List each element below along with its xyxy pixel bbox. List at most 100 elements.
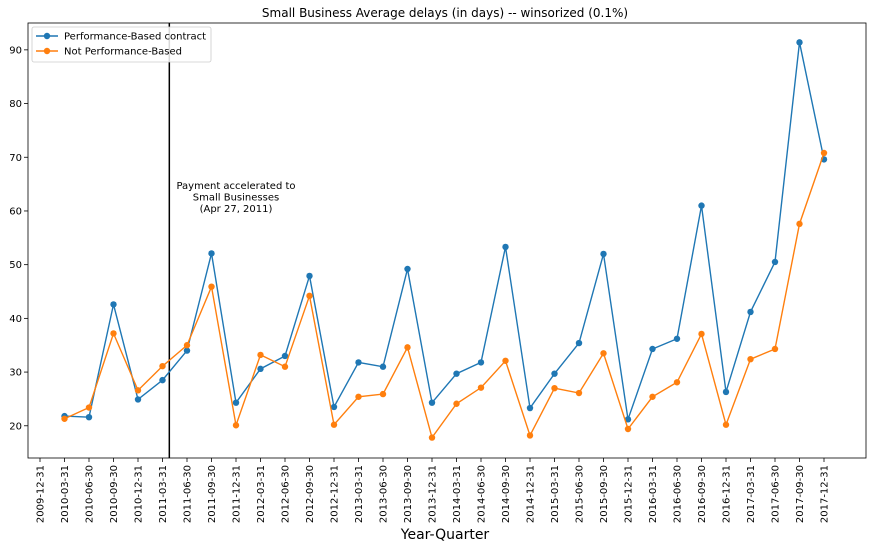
x-tick-label: 2017-09-30 (795, 465, 806, 523)
x-tick-label: 2017-12-31 (820, 465, 831, 523)
x-tick-label: 2015-12-31 (624, 465, 635, 523)
x-tick-label: 2014-03-31 (452, 465, 463, 523)
series-point (551, 370, 558, 377)
series-point (649, 393, 656, 400)
x-tick-label: 2017-06-30 (771, 465, 782, 523)
series-point (428, 399, 436, 406)
series-point (722, 421, 730, 428)
y-tick-label: 40 (9, 314, 22, 325)
x-tick-label: 2014-06-30 (477, 465, 488, 523)
y-tick-label: 70 (9, 153, 22, 164)
legend-box (31, 26, 212, 63)
y-tick-label: 90 (9, 45, 22, 56)
series-point (257, 365, 264, 373)
legend-label: Not Performance-Based (64, 47, 182, 58)
x-tick-label: 2017-03-31 (746, 465, 757, 523)
series-point (379, 363, 387, 370)
series-point (134, 387, 142, 394)
series-point (61, 415, 68, 422)
plot-area: 20 30 40 50 60 70 80 90 2009-12-31 2010-03-31 2010… (9, 22, 867, 523)
series-point (477, 384, 485, 391)
series-point (624, 425, 632, 433)
x-tick-label: 2013-12-31 (428, 465, 439, 523)
series-point (110, 330, 117, 337)
x-tick-label: 2016-06-30 (673, 465, 684, 523)
series-point (747, 355, 754, 363)
series-point (796, 220, 803, 228)
x-tick-label: 2013-06-30 (379, 465, 390, 523)
series-point (208, 283, 215, 290)
series-point (85, 404, 93, 411)
series-point (355, 393, 362, 400)
series-point (502, 357, 509, 364)
x-tick-label: 2011-06-30 (183, 465, 194, 523)
series-point (159, 376, 166, 384)
x-tick-label: 2012-03-31 (256, 465, 267, 523)
chart-title: Small Business Average delays (in days) … (262, 6, 628, 20)
annotation-line: Payment accelerated to (176, 181, 295, 192)
series-point (355, 359, 362, 366)
y-tick-label: 80 (9, 99, 22, 110)
series-point (281, 352, 289, 360)
series-point (698, 202, 705, 209)
series-point (771, 345, 779, 353)
series-line (64, 42, 825, 420)
series-point (673, 379, 681, 386)
series-point (330, 403, 338, 411)
x-tick-label: 2011-09-30 (207, 465, 218, 523)
legend: Performance-Based contract Not Performanc… (31, 26, 212, 63)
series-point (281, 363, 289, 370)
series-point (575, 389, 583, 397)
x-tick-label: 2011-03-31 (158, 465, 169, 523)
series-point (453, 370, 460, 377)
series-point (257, 351, 264, 359)
y-tick-label: 60 (9, 206, 22, 217)
series-point (208, 250, 215, 257)
series-point (796, 39, 803, 46)
series-point (404, 344, 411, 351)
series-point (600, 250, 607, 258)
series-point (232, 422, 240, 429)
x-tick-label: 2012-12-31 (330, 465, 341, 523)
x-tick-label: 2010-09-30 (109, 465, 120, 523)
y-tick-label: 30 (9, 368, 22, 379)
x-tick-label: 2013-09-30 (403, 465, 414, 523)
series-point (183, 342, 191, 349)
x-tick-label: 2009-12-31 (36, 465, 47, 523)
x-tick-label: 2014-12-31 (526, 465, 537, 523)
legend-label: Performance-Based contract (64, 32, 206, 43)
series-point (232, 399, 240, 406)
series-0 (61, 39, 828, 423)
annotation-line: Small Businesses (193, 193, 279, 204)
x-tick-label: 2015-06-30 (575, 465, 586, 523)
x-tick-label: 2015-03-31 (550, 465, 561, 523)
series-point (110, 301, 117, 308)
x-tick-label: 2012-09-30 (305, 465, 316, 523)
series-point (722, 388, 730, 396)
event-annotation: Payment accelerated to Small Businesses (A… (176, 181, 295, 215)
series-point (526, 432, 534, 439)
series-1 (61, 149, 828, 441)
series-point (306, 292, 313, 300)
y-tick-label: 50 (9, 260, 22, 271)
x-tick-label: 2016-03-31 (648, 465, 659, 523)
legend-swatch-marker (43, 47, 51, 55)
series-point (306, 272, 313, 280)
series-point (575, 339, 583, 347)
x-tick-label: 2016-12-31 (722, 465, 733, 523)
x-tick-label: 2010-06-30 (85, 465, 96, 523)
series-point (551, 384, 558, 392)
series-point (673, 335, 681, 342)
series-point (134, 396, 142, 403)
series-point (502, 243, 509, 251)
x-axis-label: Year-Quarter (400, 527, 490, 543)
series-line (64, 152, 825, 440)
series-point (453, 400, 460, 407)
x-tick-label: 2012-06-30 (281, 465, 292, 523)
series-point (624, 416, 632, 423)
x-tick-label: 2016-09-30 (697, 465, 708, 523)
series-point (600, 350, 607, 357)
series-point (379, 390, 387, 398)
series-point (428, 434, 436, 441)
